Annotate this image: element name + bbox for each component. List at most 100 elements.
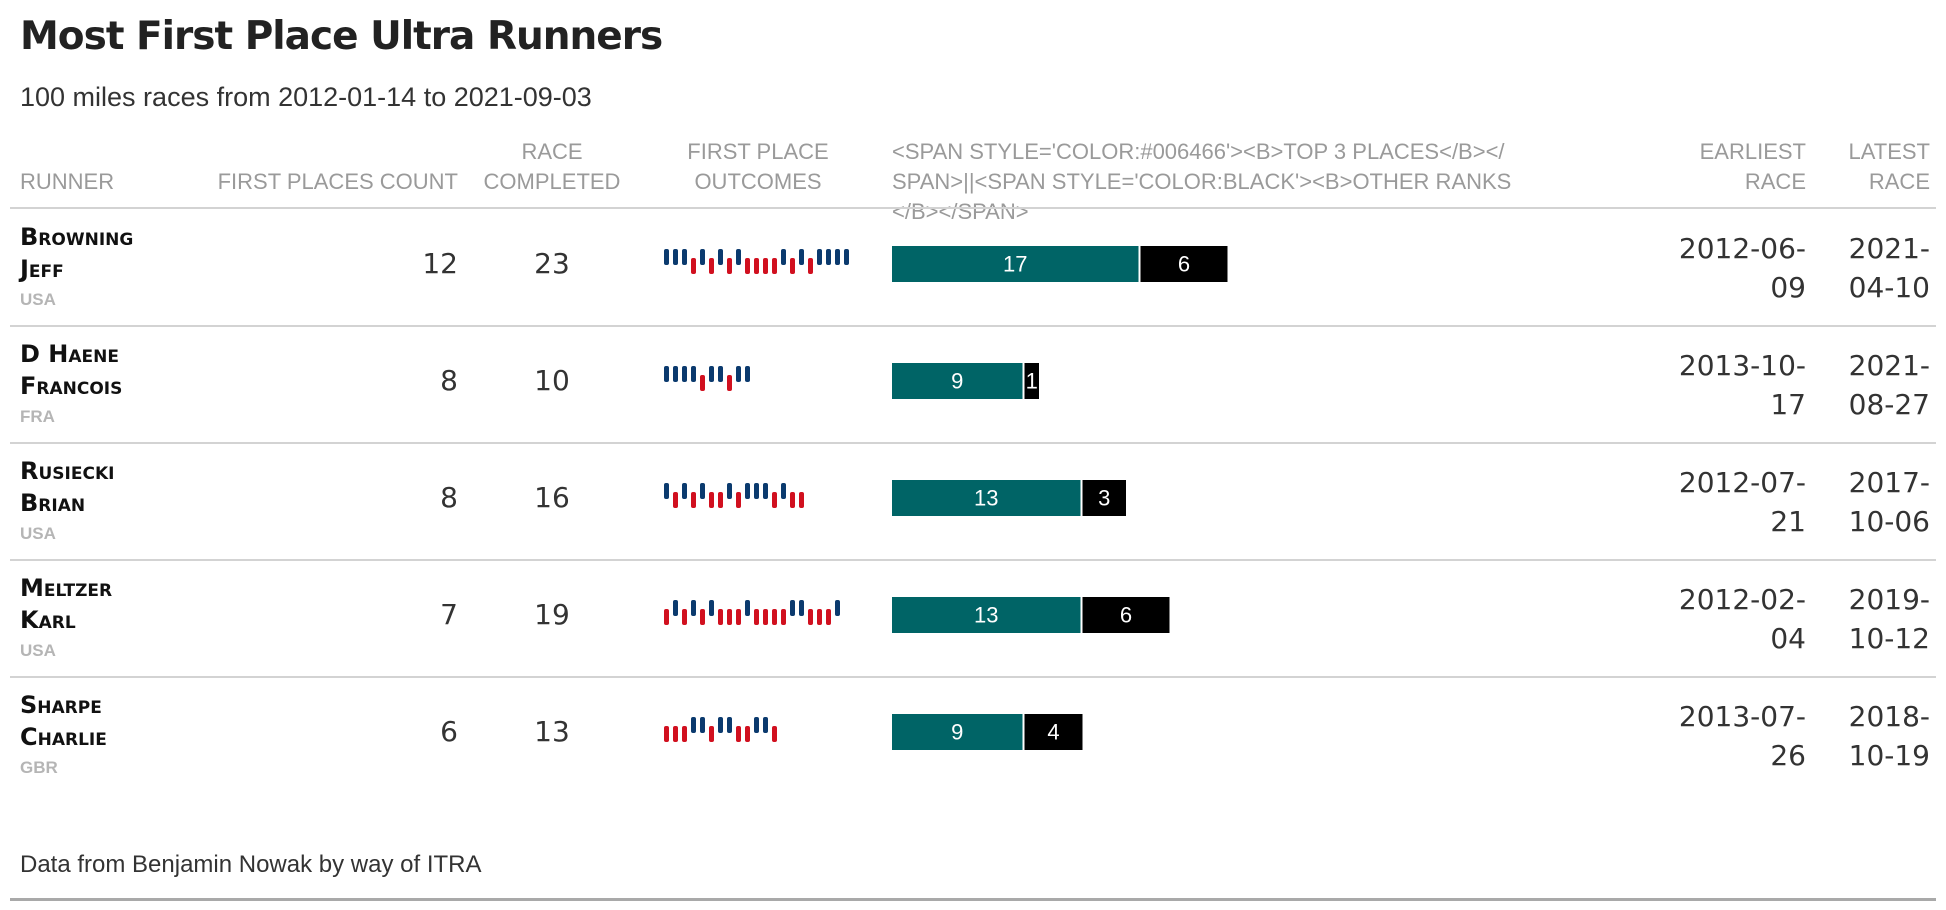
earliest-race-year-month: 2013-10- (1678, 349, 1806, 382)
latest-race-year: 2018- (1848, 700, 1930, 733)
header-latest-race: latest race (1848, 139, 1930, 194)
outcome-win-mark (709, 600, 714, 616)
race-completed: 23 (534, 247, 570, 280)
row-divider (10, 325, 1936, 327)
outcome-win-mark (826, 249, 831, 265)
latest-race-month-day: 08-27 (1848, 388, 1930, 421)
outcome-win-mark (844, 249, 849, 265)
other-bar-segment (1024, 714, 1083, 750)
earliest-race-date: 2012-07- 21 (1640, 463, 1806, 541)
race-completed: 19 (534, 598, 570, 631)
outcome-win-mark (835, 600, 840, 616)
outcome-win-mark (799, 249, 804, 265)
outcome-other-mark (772, 609, 777, 625)
outcome-win-mark (745, 600, 750, 616)
latest-race-year: 2021- (1848, 349, 1930, 382)
outcome-other-mark (691, 258, 696, 274)
earliest-race-day: 21 (1770, 505, 1806, 538)
outcome-win-mark (691, 366, 696, 382)
header-divider (10, 207, 1936, 209)
runner-name: D Haene Francois (20, 340, 123, 400)
outcome-other-mark (727, 609, 732, 625)
outcome-win-mark (709, 366, 714, 382)
outcome-other-mark (736, 492, 741, 508)
outcome-other-mark (799, 492, 804, 508)
latest-race-date: 2021- 04-10 (1826, 229, 1930, 307)
source-note: Data from Benjamin Nowak by way of ITRA (20, 851, 482, 878)
top3-other-bar: 17 6 (892, 246, 1228, 282)
earliest-race-day: 17 (1770, 388, 1806, 421)
race-completed: 16 (534, 481, 570, 514)
other-bar-label: 1 (1026, 369, 1038, 394)
outcome-other-mark (790, 492, 795, 508)
outcome-win-mark (817, 249, 822, 265)
runner-country: FRA (20, 407, 55, 426)
outcome-win-mark (700, 249, 705, 265)
outcome-win-mark (790, 600, 795, 616)
outcome-win-mark (718, 249, 723, 265)
other-bar-segment (1024, 363, 1039, 399)
outcome-other-mark (709, 258, 714, 274)
first-places-count: 8 (440, 364, 458, 397)
outcome-other-mark (772, 492, 777, 508)
outcome-win-mark (664, 249, 669, 265)
top3-bar-label: 13 (974, 603, 998, 628)
row-divider (10, 442, 1936, 444)
first-place-outcomes-sparkline (664, 366, 750, 391)
other-bar-label: 3 (1098, 486, 1110, 511)
latest-race-date: 2017- 10-06 (1826, 463, 1930, 541)
row-divider (10, 676, 1936, 678)
first-place-outcomes-sparkline (664, 249, 849, 274)
outcome-other-mark (772, 258, 777, 274)
first-places-count: 8 (440, 481, 458, 514)
outcome-other-mark (664, 609, 669, 625)
outcome-win-mark (718, 366, 723, 382)
top3-bar-segment (892, 597, 1081, 633)
outcome-other-mark (709, 726, 714, 742)
latest-race-year: 2021- (1848, 232, 1930, 265)
outcome-win-mark (691, 717, 696, 733)
latest-race-date: 2018- 10-19 (1826, 697, 1930, 775)
earliest-race-day: 26 (1770, 739, 1806, 772)
first-places-count: 6 (440, 715, 458, 748)
outcome-other-mark (718, 609, 723, 625)
outcome-win-mark (727, 717, 732, 733)
outcome-win-mark (682, 249, 687, 265)
outcome-win-mark (763, 717, 768, 733)
outcome-other-mark (817, 609, 822, 625)
outcome-win-mark (673, 366, 678, 382)
outcome-other-mark (763, 609, 768, 625)
top3-bar-segment (892, 480, 1081, 516)
row-divider (10, 559, 1936, 561)
earliest-race-year-month: 2012-06- (1678, 232, 1806, 265)
earliest-race-year-month: 2012-07- (1678, 466, 1806, 499)
outcome-other-mark (736, 609, 741, 625)
latest-race-month-day: 04-10 (1848, 271, 1930, 304)
race-completed: 13 (534, 715, 570, 748)
outcome-win-mark (718, 717, 723, 733)
outcome-win-mark (664, 366, 669, 382)
latest-race-month-day: 10-19 (1848, 739, 1930, 772)
top3-bar-label: 13 (974, 486, 998, 511)
runner-country: USA (20, 524, 56, 543)
outcome-other-mark (754, 609, 759, 625)
outcome-win-mark (754, 483, 759, 499)
earliest-race-date: 2012-06- 09 (1640, 229, 1806, 307)
outcome-other-mark (682, 726, 687, 742)
outcome-win-mark (700, 717, 705, 733)
first-place-outcomes-sparkline (664, 717, 777, 742)
top3-bar-label: 17 (1003, 252, 1027, 277)
earliest-race-year-month: 2012-02- (1678, 583, 1806, 616)
outcome-other-mark (727, 375, 732, 391)
earliest-race-date: 2012-02- 04 (1640, 580, 1806, 658)
runner-country: GBR (20, 758, 58, 777)
first-places-count: 7 (440, 598, 458, 631)
outcome-other-mark (673, 492, 678, 508)
outcome-win-mark (691, 600, 696, 616)
outcome-win-mark (763, 483, 768, 499)
outcome-other-mark (664, 726, 669, 742)
runner-name: Meltzer Karl (20, 574, 113, 634)
earliest-race-year-month: 2013-07- (1678, 700, 1806, 733)
